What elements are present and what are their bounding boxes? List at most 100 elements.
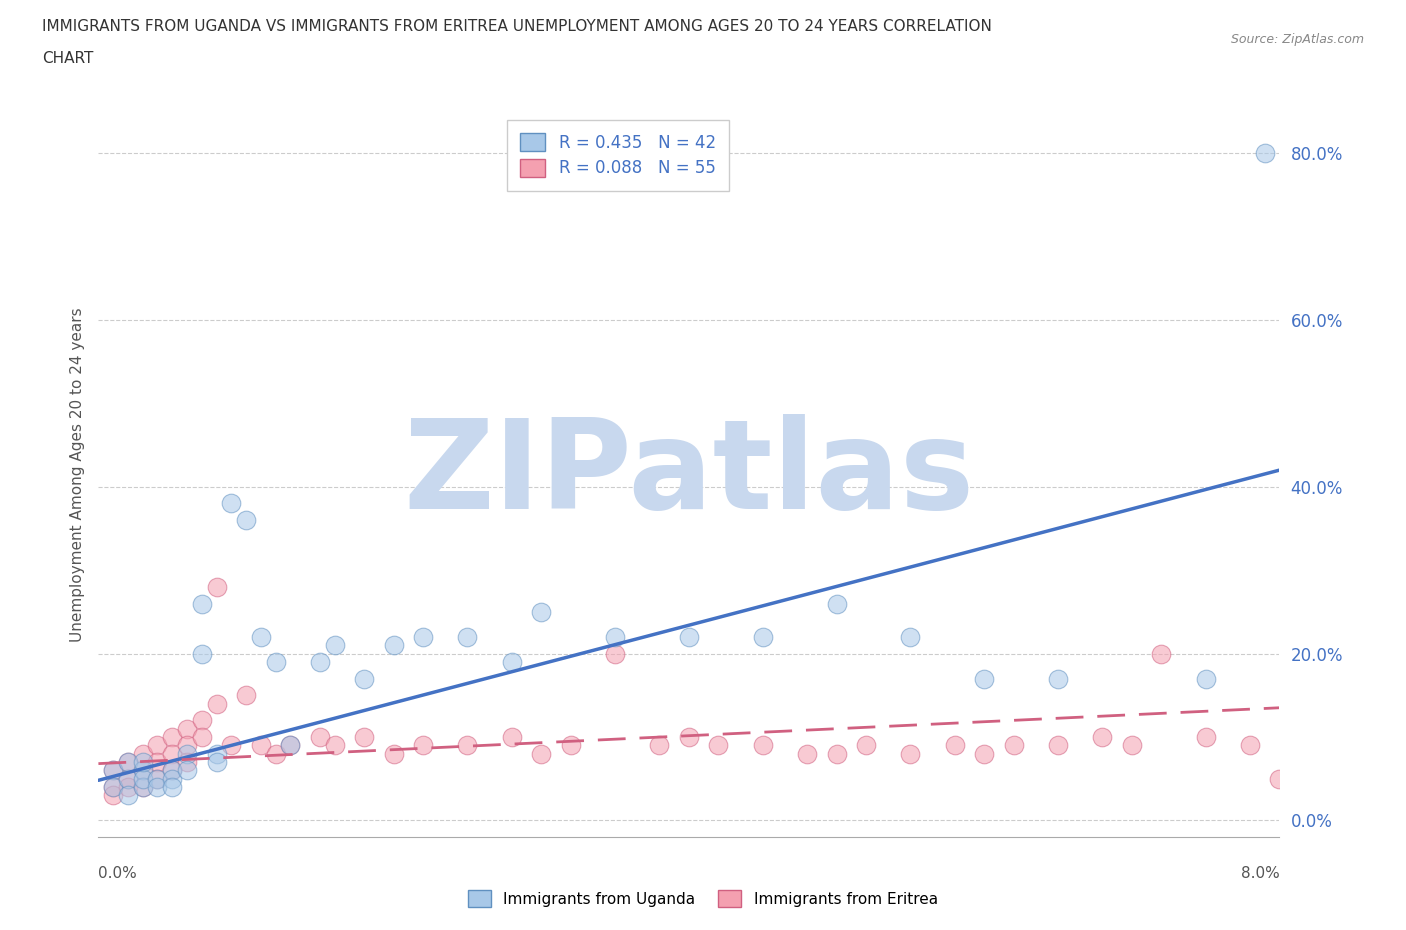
Point <box>117 754 139 769</box>
Point <box>560 737 582 752</box>
Point <box>162 779 183 794</box>
Point <box>796 746 818 761</box>
Text: 0.0%: 0.0% <box>98 866 138 881</box>
Point <box>1239 737 1261 752</box>
Point <box>103 763 125 777</box>
Point <box>855 737 877 752</box>
Point <box>132 771 155 786</box>
Point <box>146 771 169 786</box>
Point <box>973 671 995 686</box>
Point <box>221 496 243 511</box>
Point <box>103 779 125 794</box>
Point <box>825 596 848 611</box>
Point <box>457 737 479 752</box>
Point <box>132 779 155 794</box>
Point <box>501 729 523 744</box>
Point <box>530 604 553 619</box>
Legend: Immigrants from Uganda, Immigrants from Eritrea: Immigrants from Uganda, Immigrants from … <box>463 884 943 913</box>
Point <box>132 746 155 761</box>
Point <box>162 771 183 786</box>
Point <box>605 646 627 661</box>
Point <box>191 729 214 744</box>
Point <box>103 788 125 803</box>
Point <box>132 763 155 777</box>
Point <box>1002 737 1025 752</box>
Point <box>412 630 434 644</box>
Y-axis label: Unemployment Among Ages 20 to 24 years: Unemployment Among Ages 20 to 24 years <box>69 307 84 642</box>
Point <box>176 754 198 769</box>
Point <box>250 737 273 752</box>
Point <box>707 737 730 752</box>
Point <box>146 779 169 794</box>
Point <box>205 697 228 711</box>
Point <box>648 737 671 752</box>
Point <box>103 763 125 777</box>
Point <box>117 754 139 769</box>
Point <box>117 788 139 803</box>
Point <box>900 630 922 644</box>
Point <box>146 737 169 752</box>
Point <box>678 630 700 644</box>
Point <box>280 737 302 752</box>
Point <box>162 746 183 761</box>
Point <box>323 638 346 653</box>
Point <box>132 779 155 794</box>
Point <box>117 771 139 786</box>
Point <box>353 671 375 686</box>
Text: ZIPatlas: ZIPatlas <box>404 414 974 535</box>
Point <box>382 746 405 761</box>
Point <box>117 779 139 794</box>
Point <box>162 729 183 744</box>
Point <box>309 729 332 744</box>
Point <box>250 630 273 644</box>
Point <box>323 737 346 752</box>
Point <box>457 630 479 644</box>
Text: 8.0%: 8.0% <box>1240 866 1279 881</box>
Point <box>1046 737 1070 752</box>
Point <box>752 737 775 752</box>
Point <box>1150 646 1173 661</box>
Point <box>264 746 287 761</box>
Point <box>176 746 198 761</box>
Point <box>1091 729 1114 744</box>
Point <box>221 737 243 752</box>
Point <box>205 754 228 769</box>
Point <box>280 737 302 752</box>
Point <box>205 746 228 761</box>
Point <box>191 596 214 611</box>
Point <box>103 779 125 794</box>
Text: CHART: CHART <box>42 51 94 66</box>
Legend: R = 0.435   N = 42, R = 0.088   N = 55: R = 0.435 N = 42, R = 0.088 N = 55 <box>508 120 730 191</box>
Point <box>530 746 553 761</box>
Point <box>146 754 169 769</box>
Text: IMMIGRANTS FROM UGANDA VS IMMIGRANTS FROM ERITREA UNEMPLOYMENT AMONG AGES 20 TO : IMMIGRANTS FROM UGANDA VS IMMIGRANTS FRO… <box>42 19 993 33</box>
Point <box>132 754 155 769</box>
Point <box>117 771 139 786</box>
Point <box>162 763 183 777</box>
Point <box>825 746 848 761</box>
Point <box>1121 737 1143 752</box>
Point <box>412 737 434 752</box>
Point <box>191 712 214 727</box>
Point <box>264 655 287 670</box>
Point <box>235 688 257 703</box>
Point <box>382 638 405 653</box>
Point <box>176 737 198 752</box>
Point <box>353 729 375 744</box>
Point <box>1046 671 1070 686</box>
Point <box>205 579 228 594</box>
Point <box>132 763 155 777</box>
Point <box>943 737 966 752</box>
Point <box>1195 671 1218 686</box>
Point <box>605 630 627 644</box>
Point <box>678 729 700 744</box>
Point <box>973 746 995 761</box>
Point <box>235 512 257 527</box>
Point <box>309 655 332 670</box>
Point <box>900 746 922 761</box>
Point <box>146 771 169 786</box>
Point <box>1195 729 1218 744</box>
Point <box>1268 771 1291 786</box>
Point <box>501 655 523 670</box>
Point <box>176 721 198 736</box>
